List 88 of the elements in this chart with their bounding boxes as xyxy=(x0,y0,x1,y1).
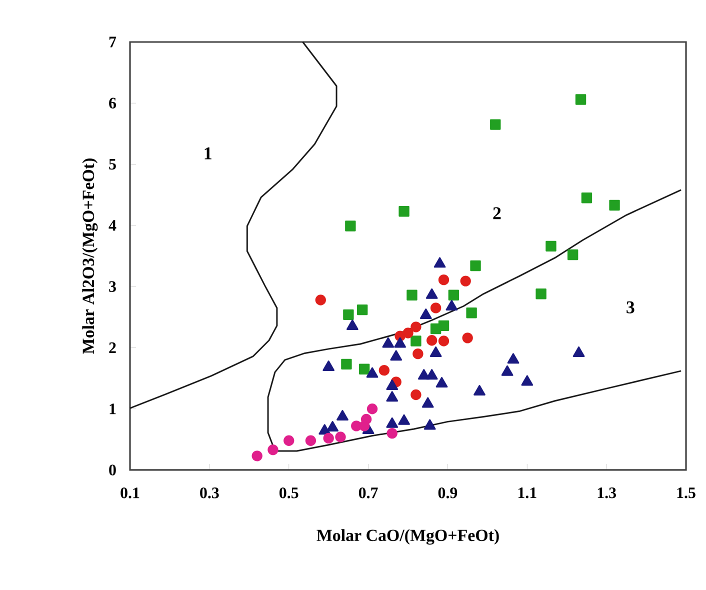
point xyxy=(366,403,378,414)
x-tick-label: 0.3 xyxy=(200,488,219,498)
point xyxy=(490,119,501,130)
line-series xyxy=(129,41,338,409)
x-tick-label: 1.5 xyxy=(677,488,696,498)
x-tick-label: 0.7 xyxy=(358,488,378,498)
point xyxy=(434,257,446,268)
point xyxy=(546,240,556,252)
x-tick-label: 1.1 xyxy=(518,488,536,498)
point xyxy=(394,337,406,348)
point xyxy=(420,308,432,320)
y-tick-label: 4 xyxy=(108,220,116,231)
point xyxy=(567,249,578,260)
y-tick-label: 5 xyxy=(109,158,116,170)
point xyxy=(323,432,334,444)
point xyxy=(386,417,398,428)
x-tick-label: 1.3 xyxy=(598,488,616,498)
point xyxy=(462,332,473,344)
point xyxy=(336,410,348,421)
point xyxy=(438,274,450,286)
point xyxy=(460,276,471,286)
point xyxy=(252,450,262,462)
point xyxy=(581,192,592,204)
point xyxy=(438,336,450,346)
point xyxy=(358,364,370,374)
point xyxy=(346,320,358,330)
point xyxy=(268,444,278,456)
point xyxy=(406,290,418,300)
point xyxy=(422,397,434,408)
point xyxy=(446,300,458,310)
point xyxy=(410,336,422,346)
point xyxy=(474,384,486,396)
point xyxy=(398,206,410,217)
y-tick-label: 1 xyxy=(110,404,116,414)
point xyxy=(398,414,410,425)
point xyxy=(390,350,402,361)
point xyxy=(305,435,316,446)
point xyxy=(470,260,481,272)
point xyxy=(424,419,436,430)
point xyxy=(358,420,370,432)
point xyxy=(378,364,390,376)
x-tick-label: 0.5 xyxy=(280,488,298,498)
annotation: 2 xyxy=(493,207,501,220)
annotation: 1 xyxy=(204,147,212,160)
point xyxy=(430,323,442,334)
point xyxy=(426,335,438,346)
point xyxy=(426,369,438,380)
point xyxy=(572,346,585,357)
y-tick-label: 3 xyxy=(109,281,116,292)
point xyxy=(343,309,354,320)
point xyxy=(410,322,422,332)
point xyxy=(402,328,414,338)
point xyxy=(386,391,398,402)
point xyxy=(609,200,620,211)
y-axis-title: Molar Al2O3/(MgO+FeOt) xyxy=(82,158,98,354)
point xyxy=(315,294,326,306)
point xyxy=(521,375,534,386)
y-tick-label: 0 xyxy=(109,464,116,476)
point xyxy=(536,288,546,300)
point xyxy=(356,304,368,316)
point xyxy=(575,94,586,105)
point xyxy=(430,302,442,314)
point xyxy=(284,435,294,446)
point xyxy=(466,308,477,318)
x-tick-label: 0.9 xyxy=(438,488,458,498)
point xyxy=(501,365,514,376)
point xyxy=(448,290,460,300)
point xyxy=(430,346,442,357)
x-axis-title: Molar CaO/(MgO+FeOt) xyxy=(316,529,499,545)
point xyxy=(345,220,356,232)
point xyxy=(326,421,338,432)
point xyxy=(335,432,346,442)
y-tick-label: 2 xyxy=(109,342,116,353)
point xyxy=(386,428,398,439)
point xyxy=(382,337,394,348)
point xyxy=(341,358,352,370)
point xyxy=(426,288,438,299)
y-tick-label: 7 xyxy=(109,36,116,48)
point xyxy=(410,389,422,400)
y-tick-label: 6 xyxy=(109,98,116,108)
point xyxy=(366,367,378,378)
point xyxy=(507,353,520,364)
annotation: 3 xyxy=(626,301,634,314)
point xyxy=(412,348,424,360)
point xyxy=(322,360,335,372)
point xyxy=(386,379,398,390)
x-tick-label: 0.1 xyxy=(120,488,140,498)
point xyxy=(436,377,448,388)
